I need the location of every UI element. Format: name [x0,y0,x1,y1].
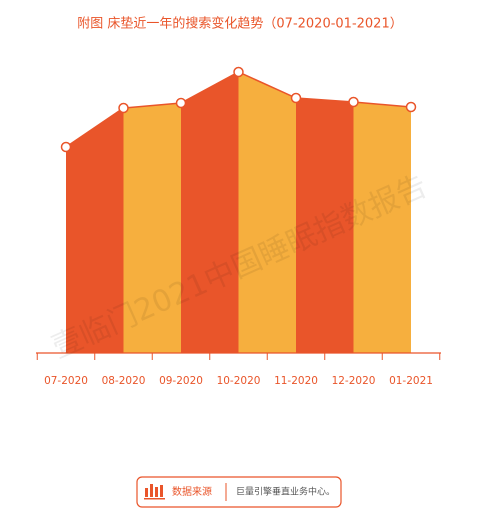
source-icon [160,485,163,497]
point [290,92,302,104]
x-tick-label: 09-2020 [159,375,203,387]
x-tick-label: 08-2020 [102,375,146,387]
area-segment [353,102,411,353]
source-icon [150,484,153,497]
area-segment [238,72,296,353]
area-segment [66,108,124,353]
area-segment [123,103,181,353]
source-frame [136,476,342,508]
source-icon [145,488,148,497]
area-segment [181,72,239,353]
point [175,97,187,109]
plot [60,66,417,353]
point [405,101,417,113]
point [118,102,129,114]
x-tick-label: 07-2020 [44,375,88,387]
chart-title: 附图 床垫近一年的搜索变化趋势（07-2020-01-2021） [77,16,402,32]
source-label: 数据来源 [172,485,212,498]
x-tick-label: 10-2020 [217,375,261,387]
source-text: 巨量引擎垂直业务中心。 [236,486,335,498]
x-tick-label: 01-2021 [389,375,433,387]
point [348,96,359,108]
point [233,66,244,78]
source-box: 数据来源 巨量引擎垂直业务中心。 [136,476,342,508]
area-segment [296,98,354,353]
source-icon [144,498,165,500]
point [60,141,72,153]
x-tick-label: 11-2020 [274,375,318,387]
source-icon [155,487,158,497]
x-tick-label: 12-2020 [332,375,376,387]
